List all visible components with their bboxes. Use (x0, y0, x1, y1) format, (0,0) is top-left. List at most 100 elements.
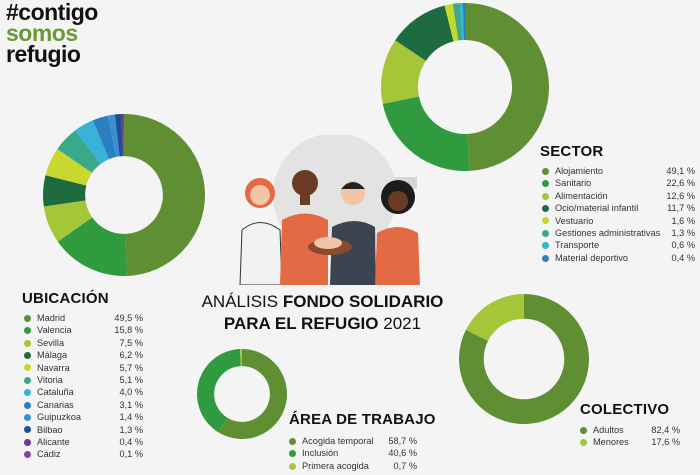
legend-swatch (24, 426, 31, 434)
legend-label: Vitoria (37, 374, 63, 385)
legend-label: Alojamiento (555, 166, 604, 176)
slice-material-deportivo (462, 3, 465, 40)
legend-swatch (542, 217, 549, 225)
slice-menores (465, 294, 524, 341)
legend-label: Cádiz (37, 449, 61, 460)
legend-label: Madrid (37, 313, 66, 323)
legend-value: 5,1 % (119, 374, 144, 385)
legend-item-alicante: Alicante 0,4 % (24, 436, 143, 448)
headline-part-1: ANÁLISIS (201, 292, 283, 311)
ubicacion-legend: Madrid 49,5 % Valencia 15,8 % Sevilla 7,5 % Má… (24, 312, 143, 461)
legend-value: 0,4 % (119, 436, 144, 447)
legend-item-alimentacion: Alimentación 12,6 % (542, 190, 695, 202)
legend-item-menores: Menores 17,6 % (580, 436, 680, 448)
legend-swatch (24, 314, 31, 322)
slice-gestiones-administrativas (452, 3, 463, 41)
legend-swatch (289, 462, 296, 470)
legend-swatch (542, 229, 549, 237)
legend-value: 1,3 % (119, 424, 144, 435)
logo-line-3: refugio (6, 41, 81, 67)
legend-swatch (542, 254, 549, 262)
slice-alojamiento (465, 3, 550, 171)
legend-swatch (24, 351, 31, 359)
legend-label: Guipuzkoa (37, 412, 81, 423)
legend-item-transporte: Transporte 0,6 % (542, 239, 695, 251)
legend-item-bilbao: Bilbao 1,3 % (24, 424, 143, 436)
legend-swatch (24, 364, 31, 372)
slice-primera-acogida (240, 349, 242, 367)
legend-swatch (24, 376, 31, 384)
legend-label: Acogida temporal (302, 436, 374, 446)
legend-item-cataluna: Cataluña 4,0 % (24, 386, 143, 398)
legend-swatch (542, 242, 549, 250)
legend-value: 3,1 % (119, 399, 144, 410)
legend-label: Adultos (593, 425, 624, 435)
slice-alimentacion (381, 40, 426, 104)
legend-value: 1,3 % (671, 227, 696, 238)
legend-value: 0,7 % (393, 460, 418, 471)
legend-item-material-deportivo: Material deportivo 0,4 % (542, 252, 695, 264)
area-title: ÁREA DE TRABAJO (289, 411, 436, 428)
legend-swatch (542, 204, 549, 212)
legend-label: Canarias (37, 399, 74, 410)
legend-label: Ocio/material infantil (555, 203, 639, 214)
legend-label: Navarra (37, 362, 70, 373)
legend-item-cadiz: Cádiz 0,1 % (24, 448, 143, 460)
colectivo-legend: Adultos 82,4 % Menores 17,6 % (580, 424, 680, 449)
legend-swatch (24, 327, 31, 335)
legend-swatch (24, 389, 31, 397)
legend-label: Bilbao (37, 424, 63, 435)
headline-part-4: 2021 (378, 314, 422, 333)
legend-item-primera-acogida: Primera acogida 0,7 % (289, 460, 417, 472)
legend-value: 49,5 % (114, 313, 143, 323)
legend-value: 5,7 % (119, 362, 144, 373)
legend-item-gestiones-administrativas: Gestiones administrativas 1,3 % (542, 227, 695, 239)
legend-item-sevilla: Sevilla 7,5 % (24, 337, 143, 349)
legend-label: Transporte (555, 240, 600, 251)
slice-vestuario (444, 3, 459, 42)
legend-item-madrid: Madrid 49,5 % (24, 312, 143, 324)
legend-label: Menores (593, 437, 629, 448)
legend-swatch (542, 180, 549, 188)
slice-sevilla (43, 200, 93, 242)
legend-swatch (289, 437, 296, 445)
legend-value: 0,1 % (119, 449, 144, 460)
legend-value: 0,4 % (671, 252, 696, 263)
legend-item-navarra: Navarra 5,7 % (24, 362, 143, 374)
legend-value: 1,4 % (119, 412, 144, 423)
colectivo-title: COLECTIVO (580, 401, 670, 418)
legend-value: 17,6 % (651, 437, 680, 448)
slice-vitoria (57, 130, 101, 173)
legend-swatch (542, 167, 549, 175)
legend-value: 22,6 % (666, 178, 695, 189)
slice-inclusion (197, 349, 241, 433)
slice-guipuzkoa (107, 114, 120, 157)
slice-ocio-material-infantil (395, 5, 454, 61)
legend-value: 7,5 % (119, 337, 144, 348)
legend-label: Valencia (37, 325, 72, 336)
legend-swatch (580, 426, 587, 434)
area-donut-chart (197, 349, 287, 439)
legend-label: Inclusión (302, 448, 339, 459)
legend-swatch (24, 413, 31, 421)
legend-item-ocio-material-infantil: Ocio/material infantil 11,7 % (542, 202, 695, 214)
legend-value: 11,7 % (667, 203, 695, 214)
legend-value: 58,7 % (388, 436, 417, 446)
slice-canarias (92, 115, 117, 160)
legend-swatch (24, 339, 31, 347)
legend-value: 4,0 % (119, 387, 144, 398)
legend-swatch (24, 451, 31, 459)
legend-label: Alicante (37, 436, 70, 447)
slice-acogida-temporal (218, 349, 287, 439)
legend-swatch (24, 401, 31, 409)
legend-item-vestuario: Vestuario 1,6 % (542, 215, 695, 227)
legend-swatch (289, 450, 296, 458)
legend-label: Málaga (37, 350, 68, 361)
legend-item-acogida-temporal: Acogida temporal 58,7 % (289, 435, 417, 447)
legend-value: 49,1 % (666, 166, 695, 176)
legend-item-adultos: Adultos 82,4 % (580, 424, 680, 436)
slice-adultos (459, 294, 589, 424)
main-headline: ANÁLISIS FONDO SOLIDARIO PARA EL REFUGIO… (195, 291, 450, 335)
slice-madrid (124, 114, 205, 276)
legend-item-guipuzkoa: Guipuzkoa 1,4 % (24, 411, 143, 423)
